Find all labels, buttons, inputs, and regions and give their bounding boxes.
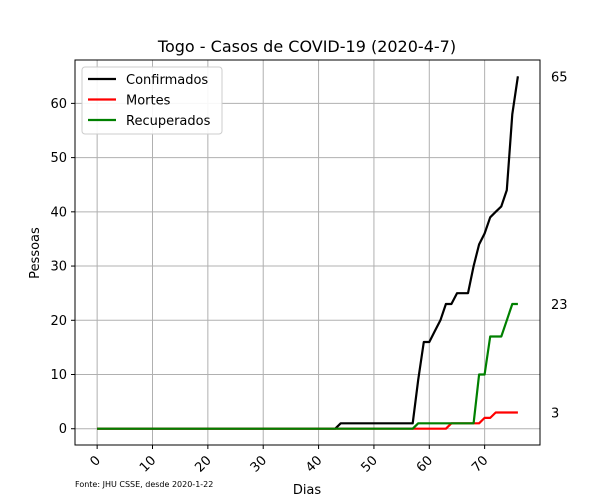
legend-entry: Mortes [126,94,171,109]
legend-entry: Recuperados [126,114,211,129]
x-tick-label: 70 [469,453,491,475]
source-note: Fonte: JHU CSSE, desde 2020-1-22 [75,480,213,489]
series-line-confirmados [97,76,519,430]
end-value-label: 23 [551,298,568,313]
series-line-recuperados [97,302,518,430]
end-value-label: 3 [551,406,559,421]
x-tick-label: 0 [88,453,104,469]
x-tick-label: 50 [358,453,380,475]
grid [75,60,540,445]
x-tick-label: 20 [192,453,214,475]
series-line-mortes [97,411,518,430]
x-tick-label: 60 [414,453,436,475]
series-lines [97,76,519,430]
x-tick-label: 40 [303,453,325,475]
y-tick-label: 50 [50,151,67,166]
x-ticks: 0 10 20 30 40 50 60 70 [88,445,491,476]
x-tick-label: 10 [137,453,159,475]
x-axis-label: Dias [293,483,322,498]
y-tick-label: 10 [50,368,67,383]
y-tick-label: 40 [50,205,67,220]
end-value-label: 65 [551,70,568,85]
legend-entry: Confirmados [126,73,208,88]
plot-frame [74,59,541,446]
legend: Confirmados Mortes Recuperados [81,66,223,135]
y-tick-label: 0 [59,422,67,437]
end-labels: 65 23 3 [551,70,568,421]
y-tick-label: 30 [50,260,67,275]
x-tick-label: 30 [248,453,270,475]
y-ticks: 0 10 20 30 40 50 60 [50,97,75,437]
chart-title: Togo - Casos de COVID-19 (2020-4-7) [157,37,456,56]
y-tick-label: 20 [50,314,67,329]
legend-box [81,66,223,135]
y-tick-label: 60 [50,97,67,112]
y-axis-label: Pessoas [28,227,43,279]
